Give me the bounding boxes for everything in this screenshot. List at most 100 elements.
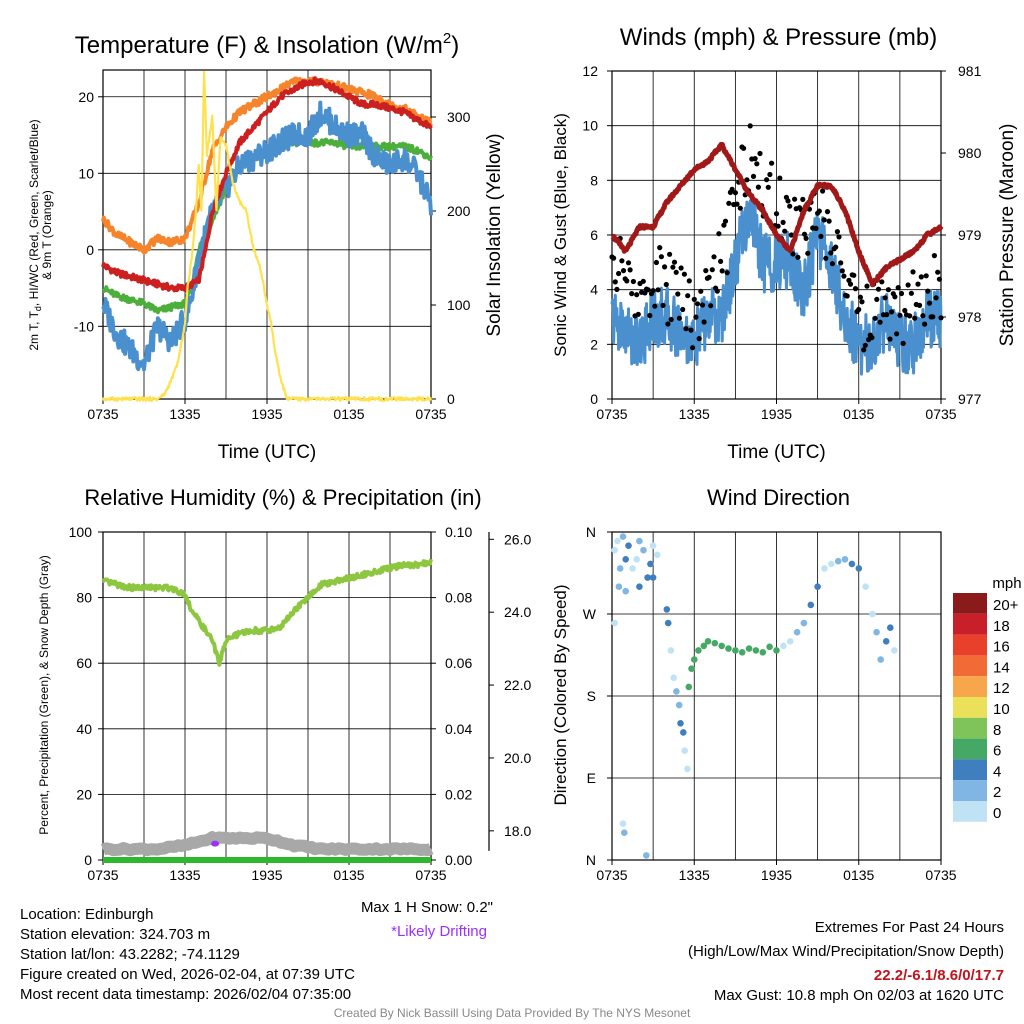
rh-y2tick-label: 0.10 [445, 524, 472, 540]
gust-point [719, 268, 725, 274]
gust-point [614, 286, 620, 292]
gust-point [764, 177, 770, 183]
legend-swatch [953, 634, 987, 656]
temp-title-close: ) [451, 32, 459, 59]
gust-point [907, 313, 913, 319]
temp-xtick-label: 0735 [415, 406, 446, 422]
gust-point [722, 218, 729, 224]
legend-swatch [953, 759, 987, 781]
sonic-wind-line [610, 196, 943, 376]
direction-point [821, 565, 828, 572]
gust-point [795, 254, 801, 260]
wind-ytick-label: 6 [590, 227, 598, 243]
gust-point [752, 156, 758, 162]
legend-swatch [953, 593, 987, 614]
gust-point [857, 294, 864, 300]
insolation-line [101, 70, 433, 402]
gust-point [879, 279, 885, 285]
gust-point [897, 312, 903, 318]
gust-point [785, 198, 791, 204]
rh-y2tick-label: 0.02 [445, 786, 472, 802]
dir-xtick-label: 0735 [596, 867, 627, 883]
gust-point [711, 254, 717, 260]
gust-point [782, 228, 788, 234]
direction-point [611, 619, 618, 627]
temp-series-0 [101, 76, 433, 293]
gust-point [611, 255, 617, 261]
direction-point [869, 610, 876, 618]
temp-xtick-label: 1335 [169, 406, 200, 422]
temp-ytick-label: 0 [86, 242, 94, 258]
gust-point [629, 291, 635, 297]
rh-ytick-label: 20 [76, 786, 92, 802]
temp-series-2 [101, 100, 433, 372]
direction-point [616, 565, 624, 572]
gust-point [884, 312, 890, 318]
direction-point [667, 647, 675, 654]
rh-ylabel: Percent, Precipitation (Green), & Snow D… [37, 555, 51, 834]
rh-xtick-label: 0735 [87, 867, 118, 883]
direction-point [664, 619, 672, 627]
gust-point [775, 223, 781, 229]
legend-label: 12 [993, 680, 1010, 697]
direction-point [670, 674, 677, 682]
wind-y2tick-label: 977 [958, 391, 982, 407]
direction-point [718, 642, 725, 650]
gust-point [769, 160, 775, 166]
direction-point [855, 565, 863, 572]
wind-xlabel: Time (UTC) [727, 442, 826, 463]
gust-point [823, 255, 829, 261]
gust-point [816, 208, 822, 214]
gust-point [630, 278, 637, 285]
direction-point [622, 556, 629, 563]
station-latlon: Station lat/lon: 43.2282; -74.1129 [20, 946, 240, 963]
gust-point [667, 251, 673, 257]
gust-point [923, 273, 929, 279]
legend-label: 18 [993, 618, 1010, 635]
temp-ylabel: 2m T, Td, HI/WC (Red, Green, Scarlet/Blu… [27, 119, 54, 350]
dir-ytick-label: S [587, 688, 596, 704]
rh-y2tick-label: 0.00 [445, 852, 472, 868]
rh-y2tick-label: 0.04 [445, 721, 472, 737]
gust-point [734, 201, 740, 207]
wind-xtick-label: 0735 [925, 406, 956, 422]
max-gust: Max Gust: 10.8 mph On 02/03 at 1620 UTC [713, 987, 1004, 1004]
rh-xtick-label: 0735 [415, 867, 446, 883]
snow-tick-label: 26.0 [504, 531, 531, 547]
gust-point [670, 264, 676, 270]
direction-point [873, 628, 880, 636]
legend-swatch [953, 697, 987, 718]
gust-point [930, 314, 936, 320]
legend-swatch [953, 717, 987, 739]
gust-point [652, 303, 658, 309]
gust-point [765, 184, 771, 190]
dir-ytick-label: W [583, 606, 597, 622]
gust-point [820, 188, 826, 194]
gust-point [767, 171, 773, 178]
gust-point [653, 259, 660, 266]
gust-point [693, 314, 699, 320]
gust-point [838, 260, 844, 266]
gust-point [750, 173, 757, 179]
temp-title-sup: 2 [443, 30, 451, 47]
gust-point [706, 274, 712, 280]
gust-point [726, 200, 732, 206]
temp-title: Temperature (F) & Insolation (W/m2) [75, 30, 459, 59]
gust-point [824, 209, 831, 215]
gust-point [635, 311, 641, 317]
gust-point [685, 293, 691, 299]
rh-line [101, 558, 433, 667]
direction-point [644, 574, 651, 581]
legend-swatch [953, 801, 987, 822]
gust-point [910, 269, 916, 275]
gust-point [660, 302, 666, 308]
direction-point [684, 765, 691, 773]
dir-ytick-label: E [587, 770, 596, 786]
gust-point [788, 232, 794, 238]
direction-point [619, 820, 627, 827]
legend-label: 6 [993, 743, 1001, 760]
wind-ytick-label: 12 [582, 63, 598, 79]
gust-point [696, 336, 702, 342]
direction-point [653, 551, 661, 559]
